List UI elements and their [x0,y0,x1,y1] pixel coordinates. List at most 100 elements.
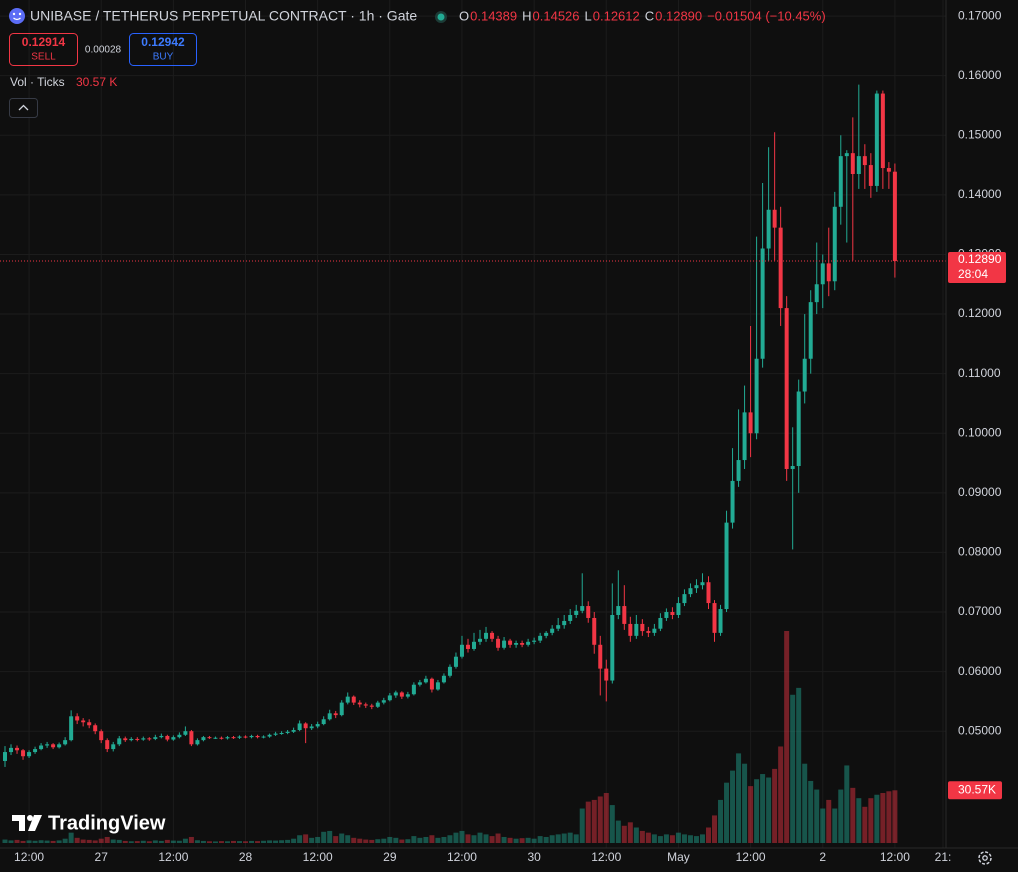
candle-body [447,666,452,676]
volume-bar [393,837,399,843]
candle-body [225,737,230,739]
volume-bar [531,838,537,843]
candle-body [375,702,380,707]
x-tick-label: 27 [95,850,109,864]
collapse-button[interactable] [9,98,38,118]
candle-body [351,696,356,703]
volume-bar [790,694,796,843]
candle-body [826,263,831,282]
candle-body [868,165,873,186]
candle-body [297,723,302,731]
volume-bar [387,836,393,843]
x-tick-label: 12:00 [447,850,477,864]
volume-bar [267,840,273,843]
volume-bar [501,836,507,843]
candle-body [718,609,723,633]
volume-bar [321,831,327,843]
price-label-box [948,252,1006,284]
volume-bar [874,794,880,843]
candle-body [478,638,483,642]
volume-bar [411,836,417,843]
volume-bar [44,840,50,843]
volume-bar [772,768,778,843]
volume-bar [116,839,122,843]
symbol-title: UNIBASE / TETHERUS PERPETUAL CONTRACT · … [30,8,417,24]
volume-bar [868,798,874,843]
candle-body [646,631,651,633]
volume-bar [627,822,633,843]
candle-body [21,750,26,757]
volume-bar [423,836,429,843]
volume-bar [718,799,724,843]
volume-bar [212,841,218,843]
candle-body [484,632,489,639]
candle-body [417,682,422,685]
volume-bar [279,840,285,843]
volume-bar [453,832,459,843]
candle-body [105,740,110,750]
candle-body [135,738,140,740]
volume-bar [621,825,627,843]
ohlc-key: C [645,8,654,23]
candle-body [327,713,332,720]
candle-body [213,737,218,739]
volume-bar [495,833,501,843]
candle-body [69,716,74,741]
volume-bar [351,837,357,843]
candle-body [622,606,627,624]
candle-body [249,735,254,738]
candle-body [189,731,194,745]
candle-body [562,620,567,626]
volume-bar [507,837,513,843]
candle-body [51,744,56,748]
candle-body [760,248,765,359]
candle-body [273,733,278,735]
candle-body [195,740,200,745]
symbol-icon [12,12,16,16]
ohlc-key: L [585,8,592,23]
volume-bar [339,833,345,843]
candle-body [676,603,681,615]
candle-body [345,696,350,703]
volume-bar [140,840,146,843]
candles [0,84,946,767]
volume-pane [2,631,898,843]
volume-bar [543,836,549,843]
volume-bar [850,787,856,843]
volume-bar [561,833,567,843]
candle-body [171,737,176,740]
candle-body [159,735,164,738]
change: −0.01504 (−10.45%) [707,8,826,23]
candle-body [411,684,416,695]
x-tick-label: 12:00 [591,850,621,864]
volume-bar [164,839,170,843]
x-tick-label: 12:00 [303,850,333,864]
volume-bar [104,836,110,843]
candle-body [694,585,699,589]
candle-body [628,623,633,636]
settings-icon[interactable] [978,851,992,865]
volume-bar [146,841,152,843]
candle-body [862,156,867,166]
volume-bar [784,631,790,843]
sell-button[interactable] [9,33,78,66]
candle-body [183,731,188,735]
candle-body [772,209,777,228]
candle-body [508,640,513,645]
candle-body [688,588,693,595]
settings[interactable] [978,851,992,865]
volume-bar [615,820,621,843]
trade-buttons: 0.12914 SELL 0.00028 0.12942 BUY [9,33,197,66]
x-tick-label: 12:00 [14,850,44,864]
candle-body [580,606,585,611]
candle-body [790,466,795,469]
candle-body [682,594,687,604]
x-tick-label: 28 [239,850,253,864]
buy-button[interactable] [129,33,197,66]
logo-mark [28,815,42,831]
volume-bar [2,839,8,843]
volume-bar [693,836,699,843]
buy-price: 0.12942 [141,35,185,49]
volume-bar [766,777,772,843]
candle-body [333,713,338,716]
